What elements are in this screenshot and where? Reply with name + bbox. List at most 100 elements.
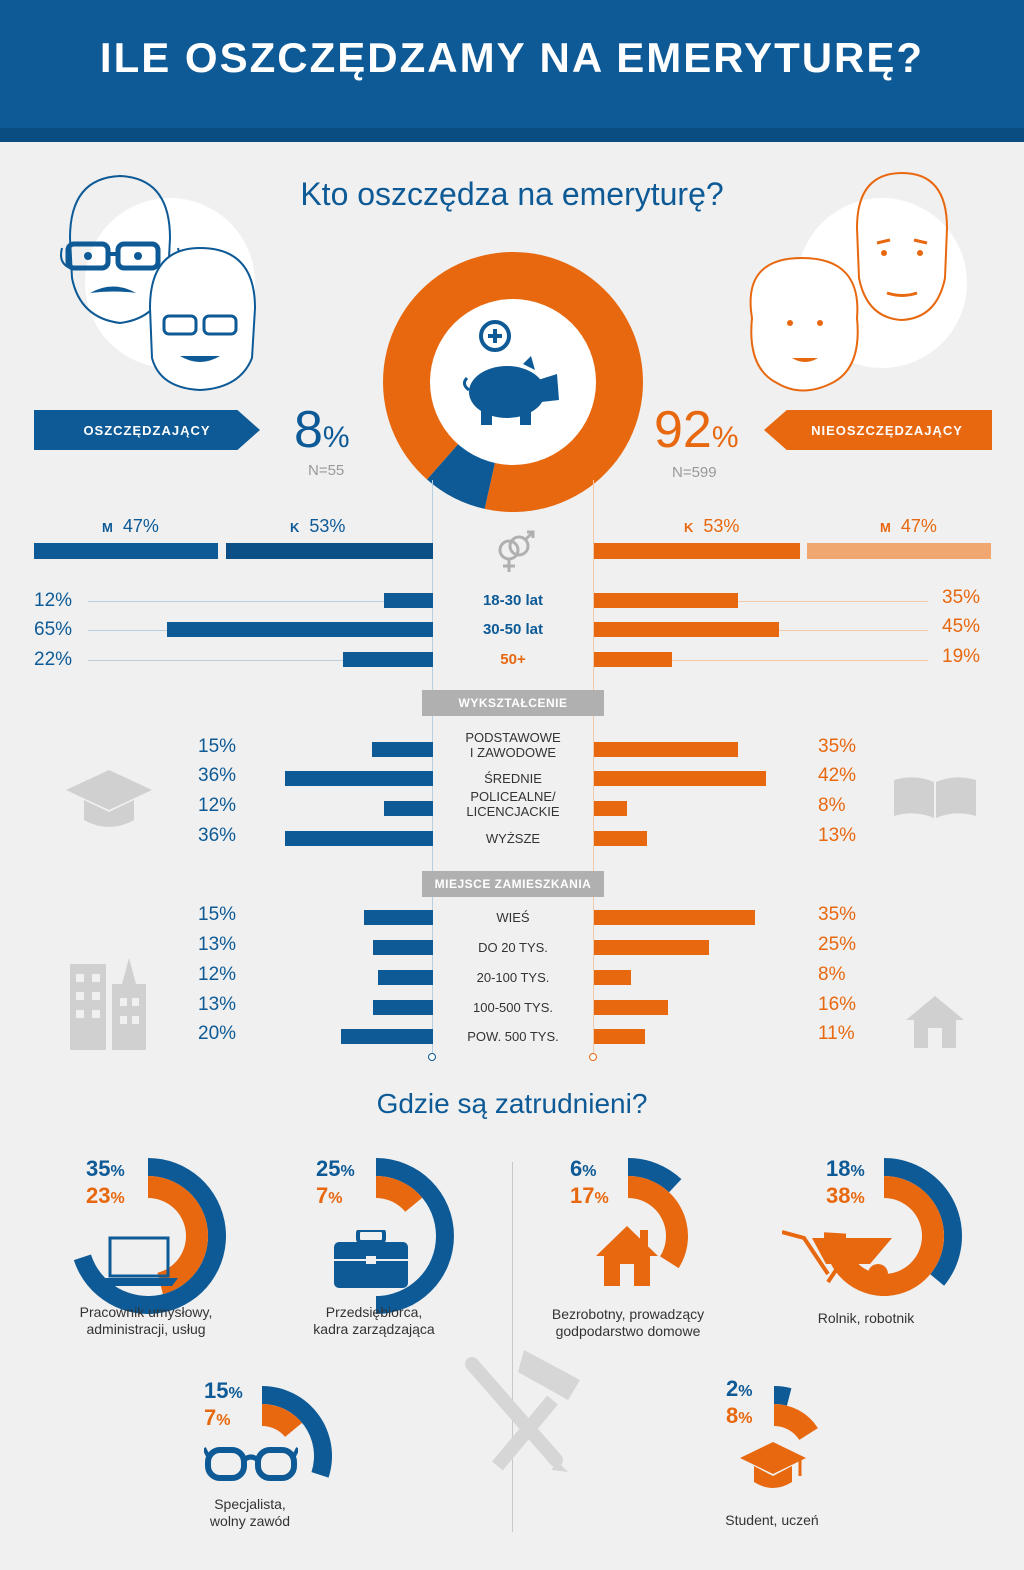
- age-left-pct: 12%: [34, 590, 73, 611]
- job-pct-blue: 35%: [86, 1156, 125, 1181]
- job-pct-blue: 25%: [316, 1156, 355, 1181]
- residence-right-bar: [594, 910, 755, 925]
- job-gauge-blue-arc: [262, 1386, 332, 1478]
- job-pct-orange-value: 8: [726, 1403, 739, 1428]
- age-right-bar: [594, 593, 738, 608]
- residence-left-bar: [373, 1000, 433, 1015]
- job-pct-blue: 18%: [826, 1156, 865, 1181]
- piggy-bank-icon: [462, 320, 559, 425]
- right-stem-dot: [589, 1053, 597, 1061]
- savers-donut-chart: [383, 252, 643, 512]
- job-gauge-orange-arc: [262, 1404, 303, 1437]
- education-left-pct: 15%: [198, 736, 237, 757]
- gender-right-m: M 47%: [880, 516, 937, 536]
- job-gauge: [376, 1158, 454, 1314]
- laptop-icon: [100, 1236, 178, 1286]
- job-pct-orange-value: 38: [826, 1183, 851, 1208]
- residence-left-pct: 15%: [198, 904, 237, 925]
- education-left-bar: [285, 771, 433, 786]
- residence-right-bar: [594, 970, 631, 985]
- tools-icon: [465, 1350, 580, 1472]
- job-gauge-orange-arc: [824, 1176, 944, 1296]
- age-left-bar: [383, 593, 433, 608]
- graduation-cap-icon: [66, 770, 152, 827]
- student-cap-icon: [740, 1442, 806, 1488]
- job-label: Bezrobotny, prowadzący godpodarstwo domo…: [551, 1306, 705, 1339]
- age-left-guide: [88, 601, 433, 602]
- job-gauge-blue-arc: [884, 1158, 962, 1286]
- education-label: WYŻSZE: [485, 831, 541, 846]
- job-pct-blue-value: 6: [570, 1156, 583, 1181]
- education-left-pct: 12%: [198, 795, 237, 816]
- job-gauge-blue-arc: [376, 1158, 454, 1314]
- education-label: PODSTAWOWE I ZAWODOWE: [465, 730, 561, 760]
- job-pct-orange-value: 7: [204, 1405, 217, 1430]
- education-heading: WYKSZTAŁCENIE: [422, 690, 604, 716]
- job-gauge-orange-arc: [628, 1176, 688, 1269]
- gender-left-m: M 47%: [102, 516, 159, 536]
- residence-left-bar: [341, 1029, 433, 1044]
- age-left-pct: 22%: [34, 649, 73, 670]
- residence-label: DO 20 TYS.: [478, 940, 548, 955]
- education-right-bar: [594, 771, 767, 786]
- education-right-bar: [594, 801, 627, 816]
- open-book-icon: [894, 777, 976, 818]
- education-right-pct: 13%: [818, 825, 857, 846]
- job-pct-orange: 38%: [826, 1183, 865, 1208]
- savers-couple-illustration: [60, 174, 257, 392]
- right-stem-line: [593, 480, 594, 1053]
- job-pct-orange: 7%: [204, 1405, 231, 1430]
- residence-right-pct: 25%: [818, 934, 857, 955]
- gender-left-m-bar: [34, 543, 218, 559]
- education-left-bar: [371, 742, 433, 757]
- gender-right-m-bar: [807, 543, 991, 559]
- job-gauge-orange-arc: [148, 1176, 209, 1295]
- job-pct-orange: 23%: [86, 1183, 125, 1208]
- job-pct-blue-value: 25: [316, 1156, 341, 1181]
- education-right-pct: 8%: [818, 795, 846, 816]
- savers-label: OSZCZĘDZAJĄCY: [83, 422, 211, 438]
- header-strip: [0, 128, 1024, 142]
- page-title: ILE OSZCZĘDZAMY NA EMERYTURĘ?: [99, 34, 925, 81]
- residence-right-pct: 16%: [818, 994, 857, 1015]
- briefcase-icon: [334, 1230, 408, 1288]
- job-pct-orange: 17%: [570, 1183, 609, 1208]
- job-pct-blue: 2%: [726, 1376, 753, 1401]
- nonsavers-ribbon: NIEOSZCZĘDZAJĄCY: [764, 410, 992, 450]
- residence-left-pct: 12%: [198, 964, 237, 985]
- nonsavers-percent: 92%: [654, 401, 739, 459]
- job-pct-blue-value: 18: [826, 1156, 851, 1181]
- job-pct-blue: 6%: [570, 1156, 597, 1181]
- residence-left-bar: [377, 970, 433, 985]
- home-icon: [596, 1226, 658, 1286]
- savers-n: N=55: [308, 462, 345, 479]
- wheelbarrow-icon: [782, 1230, 892, 1284]
- age-left-guide: [88, 660, 433, 661]
- nonsavers-label: NIEOSZCZĘDZAJĄCY: [811, 422, 963, 438]
- job-gauge: [774, 1386, 818, 1440]
- education-right-bar: [594, 831, 648, 846]
- job-gauge: [824, 1158, 962, 1296]
- job-label: Student, uczeń: [725, 1512, 819, 1528]
- nonsavers-n: N=599: [672, 464, 717, 481]
- age-right-guide: [594, 601, 928, 602]
- residence-label: POW. 500 TYS.: [467, 1029, 559, 1044]
- residence-left-pct: 13%: [198, 934, 237, 955]
- education-left-pct: 36%: [198, 825, 237, 846]
- residence-right-bar: [594, 1000, 668, 1015]
- job-gauge: [73, 1158, 226, 1314]
- residence-label: 100-500 TYS.: [473, 1000, 553, 1015]
- jobs-divider: [512, 1162, 513, 1532]
- job-pct-orange-value: 17: [570, 1183, 595, 1208]
- residence-right-pct: 11%: [818, 1023, 855, 1044]
- gender-symbols-icon: [498, 530, 535, 572]
- age-label: 18-30 lat: [482, 592, 544, 609]
- age-left-bar: [166, 622, 433, 637]
- gender-right-k-bar: [594, 543, 800, 559]
- job-pct-blue-value: 35: [86, 1156, 111, 1181]
- job-gauge-blue-arc: [628, 1158, 682, 1193]
- house-icon: [906, 996, 964, 1048]
- residence-label: 20-100 TYS.: [476, 970, 550, 985]
- gender-right-k: K 53%: [684, 516, 740, 536]
- residence-heading: MIEJSCE ZAMIESZKANIA: [422, 871, 604, 897]
